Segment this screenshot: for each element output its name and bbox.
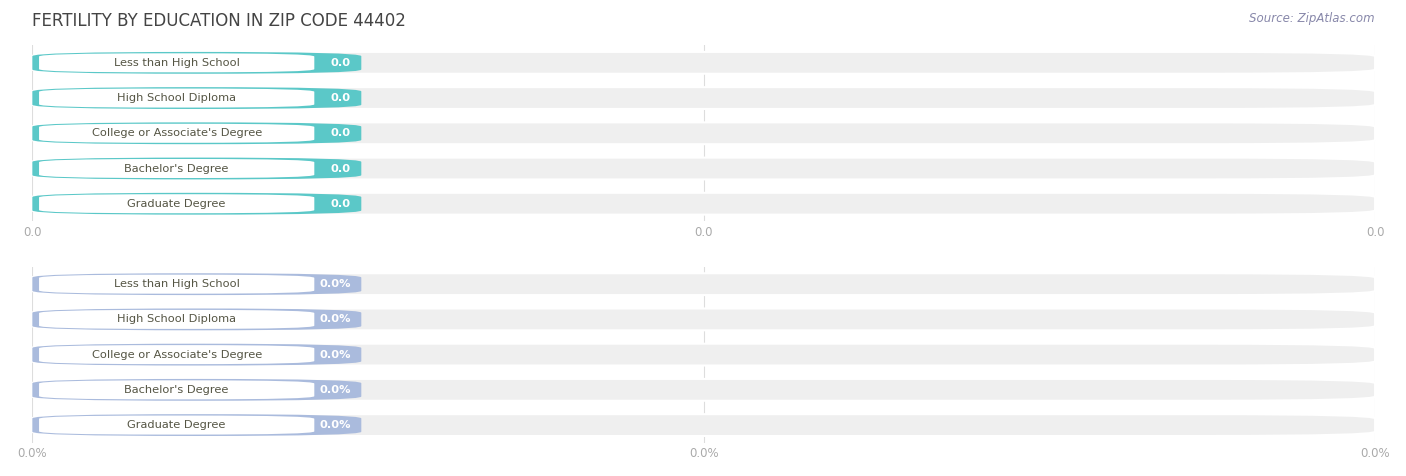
FancyBboxPatch shape — [39, 89, 315, 108]
FancyBboxPatch shape — [39, 275, 315, 294]
Text: High School Diploma: High School Diploma — [117, 93, 236, 103]
Text: 0.0: 0.0 — [330, 58, 350, 68]
FancyBboxPatch shape — [32, 193, 1375, 215]
Text: Graduate Degree: Graduate Degree — [128, 198, 226, 209]
FancyBboxPatch shape — [32, 52, 361, 74]
Text: Less than High School: Less than High School — [114, 279, 239, 289]
FancyBboxPatch shape — [32, 158, 1375, 179]
FancyBboxPatch shape — [32, 87, 1375, 109]
Text: Bachelor's Degree: Bachelor's Degree — [125, 385, 229, 395]
FancyBboxPatch shape — [39, 310, 315, 329]
Text: Graduate Degree: Graduate Degree — [128, 420, 226, 430]
Text: 0.0%: 0.0% — [319, 349, 350, 360]
FancyBboxPatch shape — [32, 414, 1375, 436]
Text: 0.0%: 0.0% — [319, 420, 350, 430]
FancyBboxPatch shape — [32, 122, 1375, 144]
FancyBboxPatch shape — [32, 122, 361, 144]
FancyBboxPatch shape — [32, 379, 1375, 401]
FancyBboxPatch shape — [32, 193, 361, 215]
Text: Source: ZipAtlas.com: Source: ZipAtlas.com — [1250, 12, 1375, 25]
FancyBboxPatch shape — [39, 345, 315, 364]
FancyBboxPatch shape — [32, 344, 361, 366]
FancyBboxPatch shape — [32, 414, 361, 436]
FancyBboxPatch shape — [32, 308, 361, 330]
FancyBboxPatch shape — [32, 379, 361, 401]
Text: 0.0%: 0.0% — [319, 314, 350, 325]
FancyBboxPatch shape — [32, 273, 1375, 295]
Text: 0.0%: 0.0% — [319, 279, 350, 289]
FancyBboxPatch shape — [39, 53, 315, 72]
Text: 0.0%: 0.0% — [319, 385, 350, 395]
Text: Less than High School: Less than High School — [114, 58, 239, 68]
FancyBboxPatch shape — [39, 380, 315, 399]
FancyBboxPatch shape — [39, 416, 315, 435]
Text: 0.0: 0.0 — [330, 198, 350, 209]
FancyBboxPatch shape — [32, 308, 1375, 330]
FancyBboxPatch shape — [32, 158, 361, 179]
Text: 0.0: 0.0 — [330, 163, 350, 174]
Text: College or Associate's Degree: College or Associate's Degree — [91, 349, 262, 360]
FancyBboxPatch shape — [32, 344, 1375, 366]
FancyBboxPatch shape — [39, 124, 315, 143]
FancyBboxPatch shape — [39, 159, 315, 178]
FancyBboxPatch shape — [32, 273, 361, 295]
Text: Bachelor's Degree: Bachelor's Degree — [125, 163, 229, 174]
Text: 0.0: 0.0 — [330, 128, 350, 139]
Text: 0.0: 0.0 — [330, 93, 350, 103]
Text: FERTILITY BY EDUCATION IN ZIP CODE 44402: FERTILITY BY EDUCATION IN ZIP CODE 44402 — [32, 12, 406, 30]
FancyBboxPatch shape — [32, 87, 361, 109]
FancyBboxPatch shape — [32, 52, 1375, 74]
FancyBboxPatch shape — [39, 194, 315, 213]
Text: High School Diploma: High School Diploma — [117, 314, 236, 325]
Text: College or Associate's Degree: College or Associate's Degree — [91, 128, 262, 139]
